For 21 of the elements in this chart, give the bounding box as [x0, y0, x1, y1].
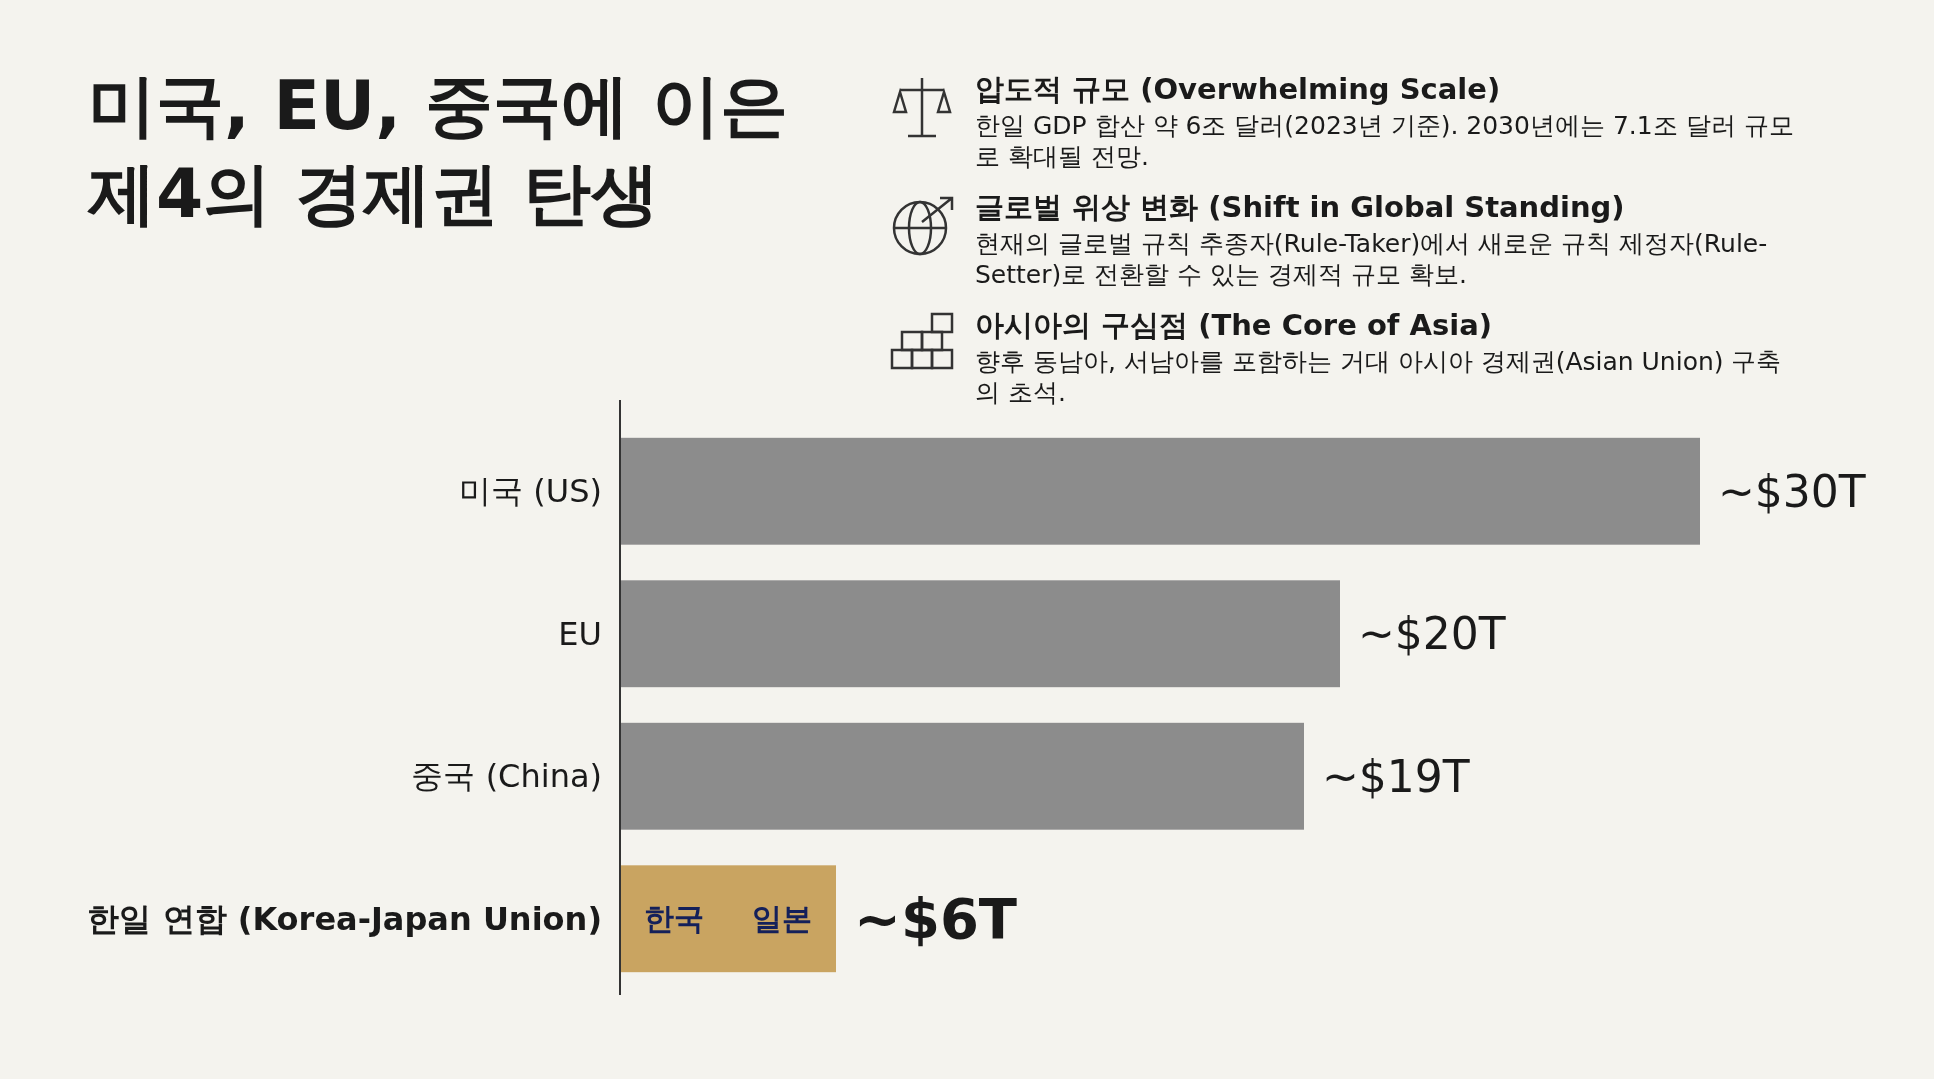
annotation: 일본 [752, 901, 812, 937]
y-tick-label: 한일 연합 (Korea-Japan Union) [87, 899, 602, 938]
y-tick-label: EU [558, 614, 602, 653]
text: 아시아의 구심점 (The Core of Asia) [975, 307, 1493, 344]
bar [620, 722, 1304, 830]
data-label: ~$20T [1358, 608, 1506, 660]
text: 현재의 글로벌 규칙 추종자(Rule-Taker)에서 새로운 규칙 제정자(Rule-Setter)로 전환할 수 있는 경제적 규모 확보. [975, 228, 1769, 291]
bar [620, 580, 1340, 688]
text: 압도적 규모 (Overwhelming Scale) [975, 71, 1502, 108]
annotation: 한국 [644, 901, 704, 937]
data-label: ~$30T [1718, 465, 1866, 517]
text: 글로벌 위상 변화 (Shift in Global Standing) [975, 189, 1626, 226]
text: 한일 GDP 합산 약 6조 달러(2023년 기준). 2030년에는 7.1조 달러 규모로 확대될 전망. [975, 110, 1795, 173]
y-tick-label: 중국 (China) [411, 757, 602, 796]
chart-title: 미국, EU, 중국에 이은 제4의 경제권 탄생 [88, 65, 790, 236]
data-label: ~$6T [854, 886, 1018, 952]
y-tick-label: 미국 (US) [459, 472, 602, 511]
bar [620, 437, 1700, 545]
bar [620, 865, 836, 973]
data-label: ~$19T [1322, 750, 1470, 802]
annotation: 향후 동남아, 서남아를 포함하는 거대 아시아 경제권(Asian Union) 구축의 초석. [975, 346, 1783, 409]
